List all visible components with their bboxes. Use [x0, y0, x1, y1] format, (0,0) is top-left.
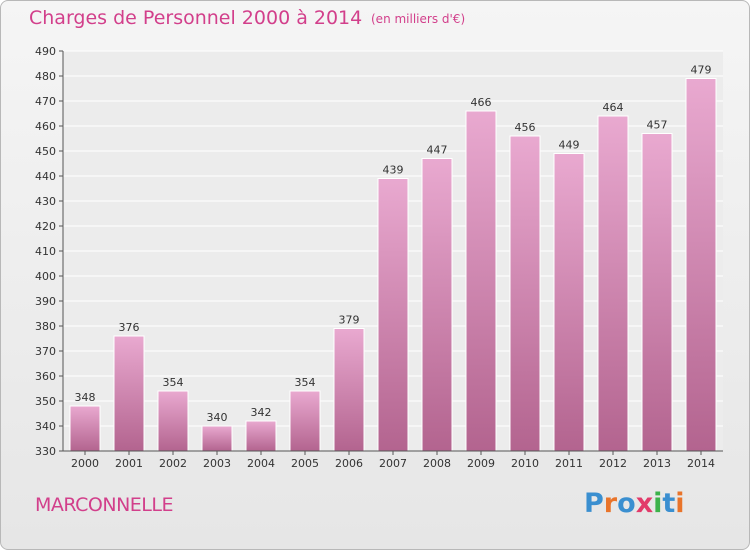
logo-letter: x	[635, 488, 654, 519]
y-tick-label: 390	[35, 295, 56, 308]
x-tick-label-2009: 2009	[467, 457, 495, 470]
x-tick-label-2008: 2008	[423, 457, 451, 470]
bar-2003	[201, 425, 233, 452]
bar-2004	[245, 420, 277, 452]
data-label-2000: 348	[75, 391, 96, 404]
x-tick-label-2001: 2001	[115, 457, 143, 470]
y-tick-label: 490	[35, 45, 56, 58]
x-tick-label-2004: 2004	[247, 457, 275, 470]
data-label-2007: 439	[383, 164, 404, 177]
data-label-2012: 464	[603, 101, 624, 114]
data-label-2005: 354	[295, 376, 316, 389]
bar-2011	[553, 153, 585, 452]
y-tick-label: 350	[35, 395, 56, 408]
bar-2013	[641, 133, 673, 452]
logo-letter: o	[617, 488, 636, 519]
bar-2005	[289, 390, 321, 452]
bar-2010	[509, 135, 541, 452]
data-label-2004: 342	[251, 406, 272, 419]
data-label-2008: 447	[427, 144, 448, 157]
chart-title: Charges de Personnel 2000 à 2014	[29, 7, 363, 29]
bar-2006	[333, 328, 365, 452]
x-tick-label-2014: 2014	[687, 457, 715, 470]
data-label-2001: 376	[119, 321, 140, 334]
data-label-2014: 479	[691, 64, 712, 77]
x-tick-label-2010: 2010	[511, 457, 539, 470]
data-label-2009: 466	[471, 96, 492, 109]
bar-2000	[69, 405, 101, 452]
y-tick-label: 470	[35, 95, 56, 108]
logo-letter: t	[662, 488, 676, 519]
logo-letter: i	[653, 488, 663, 519]
x-tick-label-2005: 2005	[291, 457, 319, 470]
y-tick-label: 460	[35, 120, 56, 133]
logo-letter: i	[675, 488, 685, 519]
x-tick-label-2006: 2006	[335, 457, 363, 470]
x-tick-label-2003: 2003	[203, 457, 231, 470]
data-label-2011: 449	[559, 139, 580, 152]
x-tick-label-2002: 2002	[159, 457, 187, 470]
municipality-name: MARCONNELLE	[35, 494, 173, 516]
x-tick-label-2011: 2011	[555, 457, 583, 470]
y-tick-label: 380	[35, 320, 56, 333]
bar-2008	[421, 158, 453, 452]
logo-letter: P	[584, 488, 604, 519]
y-tick-label: 450	[35, 145, 56, 158]
y-tick-label: 330	[35, 445, 56, 458]
data-label-2013: 457	[647, 119, 668, 132]
logo-letter: r	[603, 488, 618, 519]
x-tick-label-2012: 2012	[599, 457, 627, 470]
bar-2009	[465, 110, 497, 452]
y-tick-label: 410	[35, 245, 56, 258]
x-tick-label-2007: 2007	[379, 457, 407, 470]
x-tick-label-2000: 2000	[71, 457, 99, 470]
data-label-2003: 340	[207, 411, 228, 424]
chart-subtitle: (en milliers d'€)	[371, 12, 466, 26]
y-tick-label: 340	[35, 420, 56, 433]
bar-2012	[597, 115, 629, 452]
bar-2007	[377, 178, 409, 452]
proxiti-logo: Proxiti	[584, 488, 685, 519]
y-tick-label: 420	[35, 220, 56, 233]
y-tick-label: 480	[35, 70, 56, 83]
bar-2014	[685, 78, 717, 452]
bar-2001	[113, 335, 145, 452]
data-label-2002: 354	[163, 376, 184, 389]
data-label-2010: 456	[515, 121, 536, 134]
x-tick-label-2013: 2013	[643, 457, 671, 470]
data-label-2006: 379	[339, 314, 360, 327]
y-tick-label: 430	[35, 195, 56, 208]
bar-2002	[157, 390, 189, 452]
y-tick-label: 440	[35, 170, 56, 183]
y-tick-label: 400	[35, 270, 56, 283]
y-tick-label: 360	[35, 370, 56, 383]
y-tick-label: 370	[35, 345, 56, 358]
